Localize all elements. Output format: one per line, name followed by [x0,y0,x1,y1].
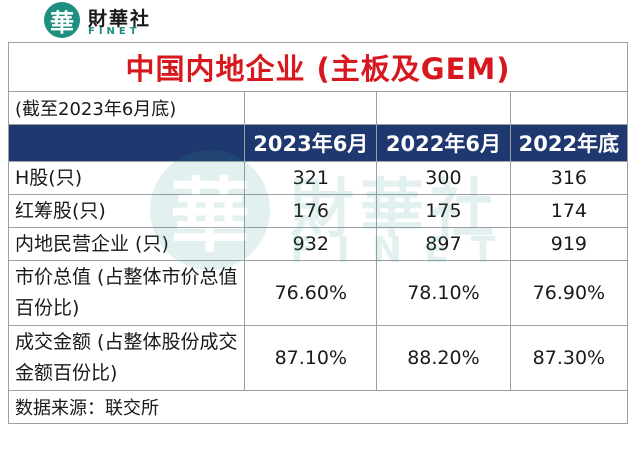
table-cell: 897 [376,227,511,261]
table-cell: 932 [244,227,378,261]
table-cell: 87.30% [509,325,629,391]
table-cell: 76.60% [244,260,378,326]
table-row: H股(只) 321 300 316 [7,161,629,195]
column-header: 2022年底 [509,124,629,162]
column-header: 2023年6月 [244,124,378,162]
title-row: 中国内地企业 (主板及GEM) [8,42,628,92]
table-cell: 174 [509,194,629,228]
row-label: 内地民营企业 (只) [7,227,246,261]
row-label: 成交金额 (占整体股份成交金额百份比) [7,325,246,391]
top-bar: 華 財華社 FINET [0,0,640,40]
table-cell: 321 [244,161,378,195]
table-cell: 175 [376,194,511,228]
empty-cell [244,91,378,125]
as-of-label: (截至2023年6月底) [7,91,246,125]
table-row: 市价总值 (占整体市价总值百份比) 76.60% 78.10% 76.90% [7,260,629,326]
source-note: 数据来源：联交所 [8,390,628,424]
row-label: 红筹股(只) [7,194,246,228]
table-cell: 78.10% [376,260,511,326]
table-cell: 88.20% [376,325,511,391]
table-cell: 76.90% [509,260,629,326]
header-row: 2023年6月 2022年6月 2022年底 [7,124,629,162]
finet-logo-icon: 華 [44,2,80,38]
table-cell: 176 [244,194,378,228]
empty-cell [376,91,511,125]
empty-cell [509,91,629,125]
header-corner [7,124,246,162]
table-cell: 316 [509,161,629,195]
as-of-row: (截至2023年6月底) [7,91,629,125]
source-row: 数据来源：联交所 [8,390,628,424]
row-label: H股(只) [7,161,246,195]
finet-logo: 華 財華社 FINET [44,2,194,38]
table-cell: 919 [509,227,629,261]
table-row: 成交金额 (占整体股份成交金额百份比) 87.10% 88.20% 87.30% [7,325,629,391]
table-title: 中国内地企业 (主板及GEM) [8,42,628,92]
logo-english-name: FINET [88,26,141,37]
table-row: 红筹股(只) 176 175 174 [7,194,629,228]
row-label: 市价总值 (占整体市价总值百份比) [7,260,246,326]
column-header: 2022年6月 [376,124,511,162]
table-cell: 300 [376,161,511,195]
logo-chinese-name: 財華社 [88,8,152,30]
statistics-table: 中国内地企业 (主板及GEM) (截至2023年6月底) 2023年6月 202… [7,42,629,424]
table-row: 内地民营企业 (只) 932 897 919 [7,227,629,261]
table-cell: 87.10% [244,325,378,391]
